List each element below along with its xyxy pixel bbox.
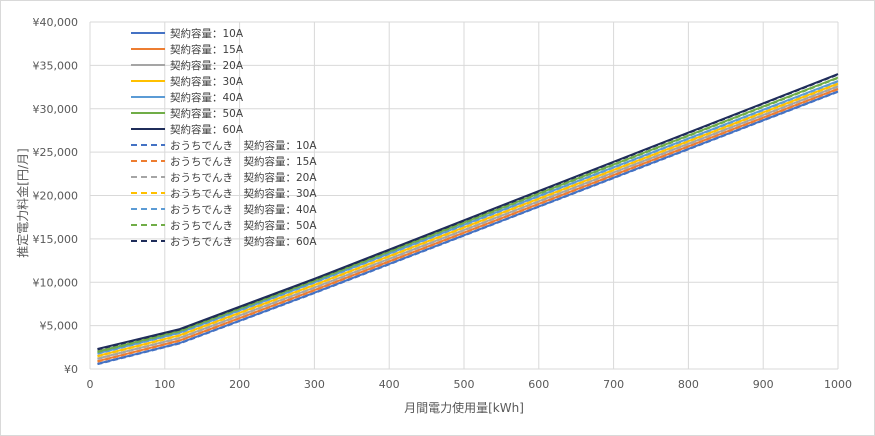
- x-tick-label: 100: [154, 378, 175, 391]
- legend-label-8: おうちでんき 契約容量：10A: [170, 139, 317, 152]
- y-tick-label: ¥0: [64, 363, 78, 376]
- x-tick-label: 400: [379, 378, 400, 391]
- legend-label-3: 契約容量：20A: [170, 59, 244, 72]
- y-tick-label: ¥20,000: [33, 190, 79, 203]
- series-line-14: [97, 73, 839, 351]
- legend-label-7: 契約容量：60A: [170, 123, 244, 136]
- legend-label-10: おうちでんき 契約容量：20A: [170, 171, 317, 184]
- y-tick-label: ¥40,000: [33, 16, 79, 29]
- y-tick-label: ¥10,000: [33, 276, 79, 289]
- legend-label-13: おうちでんき 契約容量：50A: [170, 219, 317, 232]
- y-axis-title: 推定電力料金[円/月]: [15, 148, 30, 257]
- x-tick-label: 300: [304, 378, 325, 391]
- series-line-12: [97, 80, 839, 355]
- x-tick-label: 700: [603, 378, 624, 391]
- series-line-11: [97, 83, 839, 358]
- y-tick-label: ¥25,000: [33, 146, 79, 159]
- x-tick-label: 0: [87, 378, 94, 391]
- legend-label-6: 契約容量：50A: [170, 107, 244, 120]
- y-tick-label: ¥30,000: [33, 103, 79, 116]
- series-lines: [97, 73, 839, 366]
- x-tick-label: 500: [454, 378, 475, 391]
- x-tick-label: 200: [229, 378, 250, 391]
- series-line-13: [97, 77, 839, 354]
- gridlines: [89, 21, 839, 370]
- legend-label-9: おうちでんき 契約容量：15A: [170, 155, 317, 168]
- y-axis-ticks: ¥0 ¥5,000 ¥10,000 ¥15,000 ¥20,000 ¥25,000 ¥30,…: [33, 16, 79, 376]
- series-line-9: [97, 88, 839, 363]
- legend-label-4: 契約容量：30A: [170, 75, 244, 88]
- legend-label-1: 契約容量：10A: [170, 27, 244, 40]
- legend: 契約容量：10A 契約容量：15A 契約容量：20A 契約容量：30A 契約容量：40A…: [131, 27, 317, 248]
- x-axis-title: 月間電力使用量[kWh]: [404, 400, 524, 415]
- y-tick-label: ¥15,000: [33, 233, 79, 246]
- legend-label-2: 契約容量：15A: [170, 43, 244, 56]
- x-axis-ticks: 0 100 200 300 400 500 600 700 800 900 1000: [87, 378, 853, 391]
- x-tick-label: 900: [753, 378, 774, 391]
- legend-label-5: 契約容量：40A: [170, 91, 244, 104]
- legend-label-11: おうちでんき 契約容量：30A: [170, 187, 317, 200]
- x-tick-label: 600: [528, 378, 549, 391]
- series-line-8: [97, 90, 839, 366]
- x-tick-label: 1000: [824, 378, 852, 391]
- legend-label-14: おうちでんき 契約容量：60A: [170, 235, 317, 248]
- y-tick-label: ¥5,000: [40, 320, 79, 333]
- series-line-10: [97, 85, 839, 360]
- x-tick-label: 800: [678, 378, 699, 391]
- y-tick-label: ¥35,000: [33, 59, 79, 72]
- legend-label-12: おうちでんき 契約容量：40A: [170, 203, 317, 216]
